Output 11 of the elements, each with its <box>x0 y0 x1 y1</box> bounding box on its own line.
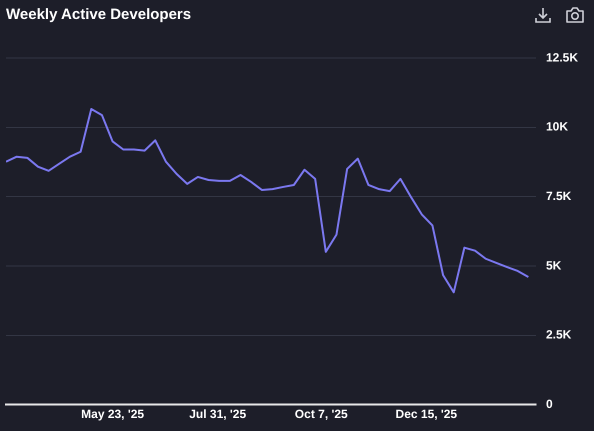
x-tick-label: Oct 7, '25 <box>294 407 348 422</box>
x-tick-label: May 23, '25 <box>81 407 144 422</box>
x-tick-label: Jul 31, '25 <box>189 407 246 422</box>
y-tick-label: 12.5K <box>546 50 578 64</box>
y-tick-label: 5K <box>546 258 562 272</box>
x-tick-label: Dec 15, '25 <box>396 407 458 422</box>
y-tick-label: 10K <box>546 120 568 134</box>
chart-title: Weekly Active Developers <box>6 6 192 24</box>
y-tick-label: 2.5K <box>546 328 572 342</box>
y-tick-label: 0 <box>546 396 553 411</box>
y-tick-label: 7.5K <box>546 188 572 203</box>
